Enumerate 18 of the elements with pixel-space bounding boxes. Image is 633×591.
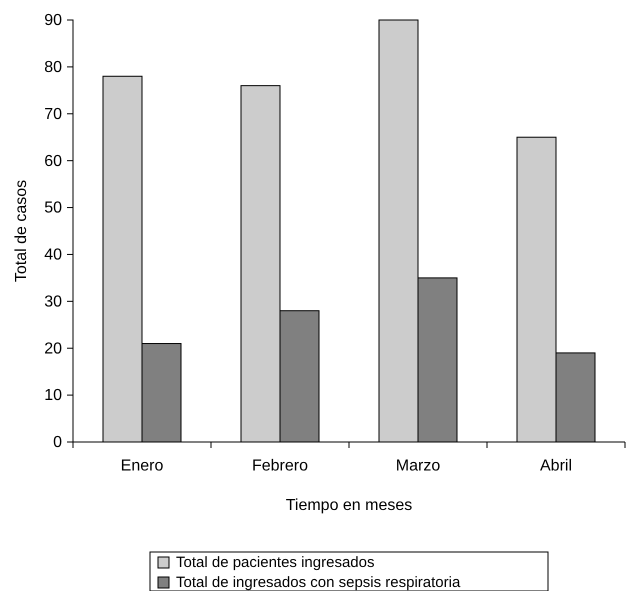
y-tick-label: 20 [44, 340, 62, 358]
y-tick-label: 50 [44, 200, 62, 217]
x-tick-label: Enero [120, 458, 164, 475]
y-tick-label: 90 [44, 12, 62, 30]
y-axis-title: Total de casos [13, 180, 30, 282]
legend-label: Total de ingresados con sepsis respiratoria [176, 574, 461, 591]
y-tick-label: 70 [44, 106, 62, 123]
y-tick-label: 30 [44, 293, 62, 310]
legend-label: Total de pacientes ingresados [176, 554, 374, 571]
x-tick-label: Febrero [252, 458, 308, 475]
y-tick-label: 0 [53, 434, 62, 452]
y-tick-label: 40 [44, 246, 62, 264]
x-tick-label: Marzo [396, 458, 440, 475]
x-tick-label: Abril [540, 458, 572, 475]
y-tick-label: 10 [44, 387, 62, 404]
x-axis-title: Tiempo en meses [286, 497, 412, 514]
y-tick-label: 80 [44, 59, 62, 76]
y-tick-label: 60 [44, 152, 62, 170]
